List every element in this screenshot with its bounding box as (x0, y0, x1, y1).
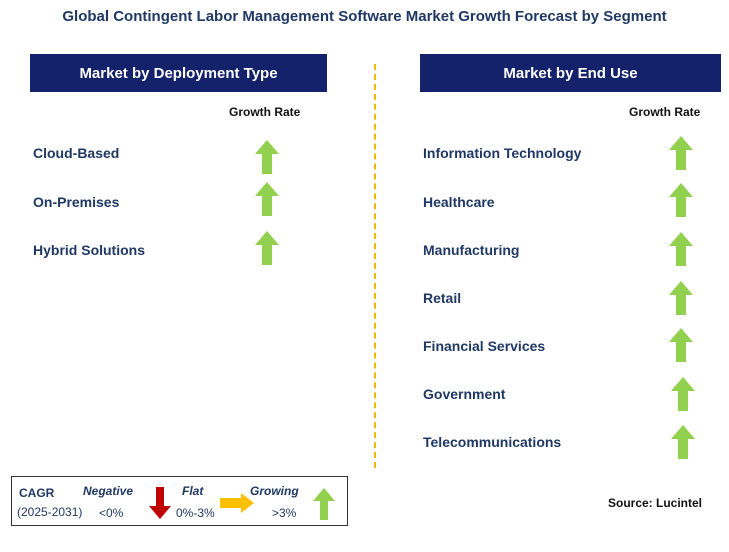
end-use-item-label: Retail (423, 290, 462, 306)
legend-growing-range: >3% (272, 506, 297, 520)
legend-negative-range: <0% (99, 506, 124, 520)
up-arrow-icon (669, 328, 693, 362)
end-use-item-label: Information Technology (423, 145, 582, 161)
up-arrow-icon (669, 183, 693, 217)
end-use-item-label: Financial Services (423, 338, 546, 354)
cagr-legend: CAGR (2025-2031) Negative <0% Flat 0%-3%… (11, 476, 348, 526)
up-arrow-icon (255, 231, 279, 265)
panel-divider (374, 64, 376, 468)
deployment-growth-rate-label: Growth Rate (229, 105, 301, 119)
legend-cagr-label: CAGR (19, 486, 55, 500)
legend-flat-label: Flat (182, 484, 204, 498)
end-use-header: Market by End Use (420, 54, 721, 92)
up-arrow-icon (255, 182, 279, 216)
source-note: Source: Lucintel (608, 496, 703, 510)
page-title: Global Contingent Labor Management Softw… (62, 8, 667, 25)
end-use-item-label: Manufacturing (423, 242, 520, 258)
legend-negative-label: Negative (83, 484, 134, 498)
up-arrow-icon (671, 425, 695, 459)
up-arrow-icon (671, 377, 695, 411)
deployment-item-label: On-Premises (33, 194, 120, 210)
legend-flat-range: 0%-3% (176, 506, 215, 520)
deployment-item-label: Hybrid Solutions (33, 242, 145, 258)
deployment-item-label: Cloud-Based (33, 145, 120, 161)
up-arrow-icon (669, 232, 693, 266)
end-use-item-label: Healthcare (423, 194, 495, 210)
up-arrow-icon (255, 140, 279, 174)
up-arrow-icon (669, 281, 693, 315)
end-use-item-label: Telecommunications (423, 434, 562, 450)
end-use-item-label: Government (423, 386, 506, 402)
legend-growing-label: Growing (250, 484, 299, 498)
end-use-growth-rate-label: Growth Rate (629, 105, 701, 119)
right-arrow-icon (220, 493, 254, 513)
up-arrow-icon (313, 488, 335, 520)
deployment-type-header: Market by Deployment Type (30, 54, 327, 92)
down-arrow-icon (149, 487, 171, 519)
legend-period: (2025-2031) (17, 505, 83, 519)
up-arrow-icon (669, 136, 693, 170)
